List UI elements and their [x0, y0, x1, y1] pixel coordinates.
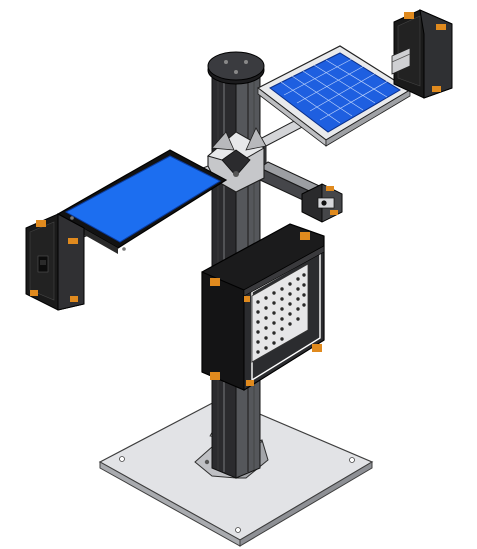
sensor-module [301, 183, 343, 223]
main-enclosure [201, 223, 325, 391]
perforated-plate [256, 273, 306, 354]
solar-cell-grid [280, 58, 389, 124]
hub-bracket [206, 127, 267, 193]
top-right-enclosure [391, 9, 453, 99]
left-enclosure [25, 213, 85, 311]
right-solar-panel [256, 45, 412, 147]
top-cap [207, 51, 265, 85]
